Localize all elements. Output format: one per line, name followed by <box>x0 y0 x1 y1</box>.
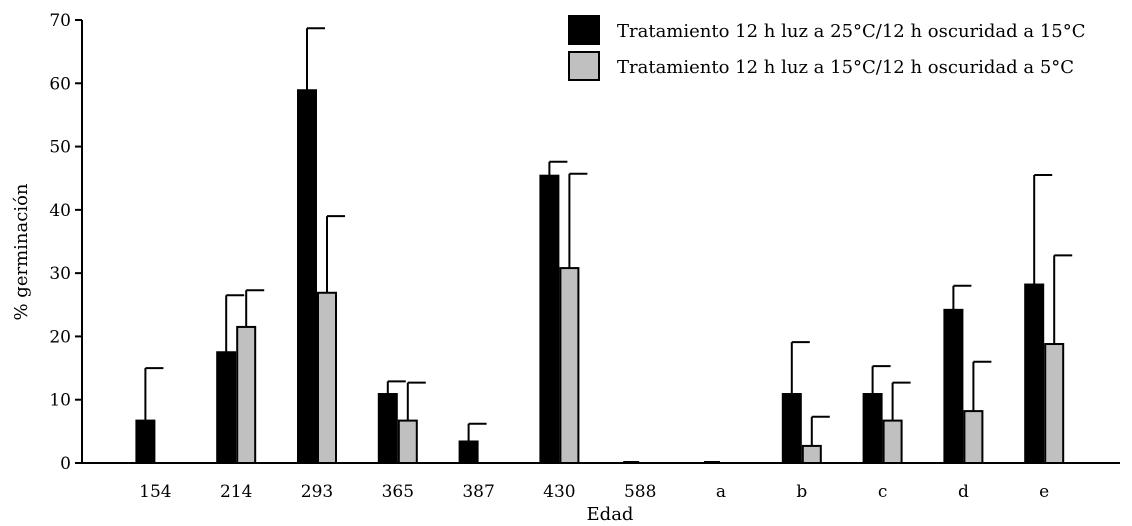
error-bar-group <box>144 27 1073 446</box>
x-axis-title: Edad <box>587 504 634 525</box>
legend-swatch-series-1 <box>568 15 600 45</box>
y-tick-label: 0 <box>60 454 71 474</box>
bar-series-2 <box>801 444 822 465</box>
bar-series-2 <box>397 419 418 464</box>
bar-series-1 <box>1024 283 1045 464</box>
x-tick-label: e <box>1039 482 1049 502</box>
bar-series-1 <box>862 393 883 465</box>
legend-label-series-1: Tratamiento 12 h luz a 25°C/12 h oscurid… <box>617 21 1086 42</box>
x-tick-label: b <box>796 482 807 502</box>
y-axis: 0 10 20 30 40 50 60 70 <box>49 11 83 474</box>
legend: Tratamiento 12 h luz a 25°C/12 h oscurid… <box>568 15 1086 81</box>
bar-series-1 <box>297 89 317 465</box>
x-axis: 154 214 293 365 387 430 588 a b c d e <box>82 462 1120 502</box>
x-tick-label: 430 <box>543 482 575 502</box>
bar-series-1 <box>943 308 964 464</box>
bar-series-1 <box>216 351 237 464</box>
y-tick-label: 70 <box>49 11 71 31</box>
x-tick-label: 588 <box>624 482 656 502</box>
y-tick-label: 20 <box>49 327 71 347</box>
y-tick-label: 50 <box>49 138 71 158</box>
x-tick-label: 154 <box>139 482 171 502</box>
bar-series-1 <box>135 419 156 464</box>
x-tick-label: a <box>716 482 726 502</box>
bar-series-1 <box>781 393 802 465</box>
x-tick-label: 214 <box>220 482 252 502</box>
y-tick-label: 40 <box>49 201 71 221</box>
y-axis-title: % germinación <box>11 183 32 320</box>
x-tick-label: d <box>958 482 969 502</box>
x-tick-label: 387 <box>462 482 494 502</box>
x-tick-label: c <box>878 482 888 502</box>
bar-series-1 <box>539 174 560 464</box>
legend-label-series-2: Tratamiento 12 h luz a 15°C/12 h oscurid… <box>617 57 1074 78</box>
bar-series-2 <box>963 410 984 464</box>
x-tick-label: 293 <box>301 482 333 502</box>
bar-series-1 <box>377 393 398 465</box>
bar-series-2 <box>1044 343 1065 464</box>
y-tick-label: 30 <box>49 264 71 284</box>
bar-series-2 <box>317 291 337 464</box>
x-tick-label: 365 <box>382 482 414 502</box>
bar-series-2 <box>559 267 580 464</box>
bar-series-1 <box>458 440 479 464</box>
bar-series-2 <box>236 325 257 464</box>
legend-swatch-series-2 <box>568 51 600 81</box>
y-tick-label: 10 <box>49 391 71 411</box>
bar-series-group <box>135 89 1065 465</box>
y-tick-label: 60 <box>49 74 71 94</box>
bar-series-2 <box>882 419 903 464</box>
